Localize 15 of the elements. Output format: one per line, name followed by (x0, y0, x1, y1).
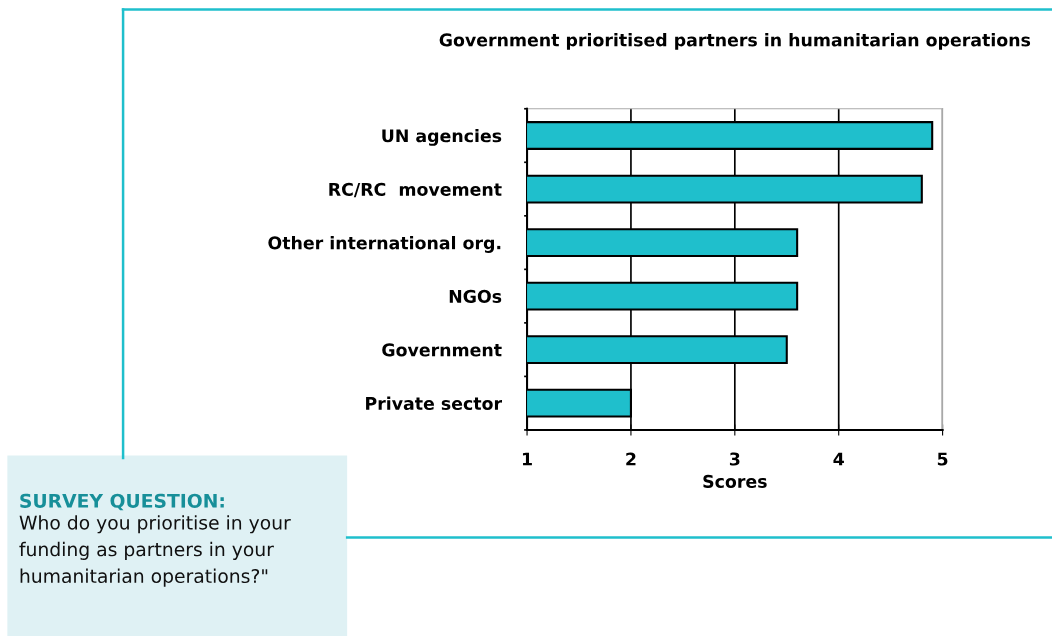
x-axis-title: Scores (703, 474, 767, 488)
x-tick-label: 3 (729, 452, 740, 466)
x-tick-label: 1 (522, 452, 532, 466)
x-tick-label: 2 (626, 452, 636, 466)
y-tick-label: Private sector (366, 396, 502, 411)
text: Who do you prioritise in your funding as partners in your humanitarian operations?" (19, 515, 291, 587)
y-tick-label: Other international org. (268, 235, 501, 253)
x-tick-label: 4 (833, 452, 844, 466)
x-tick-label: 5 (937, 452, 948, 466)
y-tick-label: Government (382, 343, 502, 357)
y-tick-label: UN agencies (382, 128, 502, 146)
y-tick-label: RC/RC movement (329, 182, 502, 198)
chart-title: Government prioritised partners in humanitarian operations (439, 33, 1031, 50)
text: SURVEY QUESTION: (20, 493, 224, 511)
y-tick-label: NGOs (449, 289, 502, 303)
